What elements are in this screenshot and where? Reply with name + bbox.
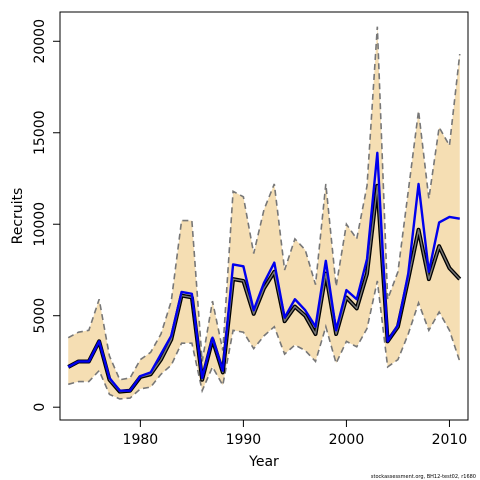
- series-2-line: [67, 151, 460, 392]
- y-axis: 0 5000 10000 15000 20000: [32, 19, 60, 412]
- x-axis: 1980 1990 2000 2010: [123, 420, 468, 448]
- y-tick-label: 20000: [32, 19, 48, 64]
- x-tick-label: 2010: [432, 432, 468, 448]
- band-upper-bound-line: [67, 26, 461, 381]
- confidence-band-layer: [67, 26, 461, 400]
- band-lower-bound-line: [68, 280, 461, 400]
- y-tick-label: 15000: [32, 110, 48, 155]
- footnote: stockassessment.org, BH12-test02, r1680: [371, 474, 476, 480]
- y-tick-label: 0: [32, 403, 48, 412]
- y-tick-label: 10000: [32, 202, 48, 247]
- plot-frame: [59, 11, 469, 421]
- y-tick-label: 5000: [32, 298, 48, 334]
- x-tick-label: 2000: [329, 432, 365, 448]
- series-lines-layer: [67, 151, 462, 394]
- y-axis-title: Recruits: [10, 188, 26, 245]
- x-tick-label: 1990: [226, 432, 262, 448]
- x-axis-title: Year: [248, 454, 279, 470]
- x-tick-label: 1980: [123, 432, 159, 448]
